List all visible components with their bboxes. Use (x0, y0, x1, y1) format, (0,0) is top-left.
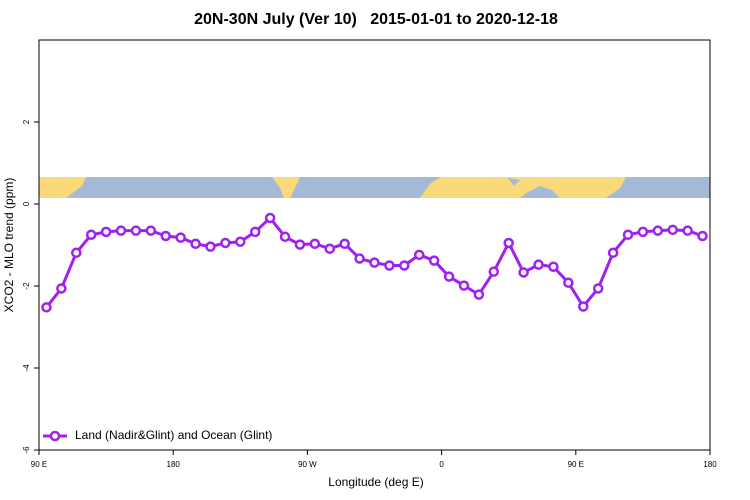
point (488, 266, 500, 277)
point (473, 289, 485, 300)
point (264, 212, 276, 224)
point (249, 226, 261, 238)
point (339, 238, 350, 250)
point (533, 259, 544, 270)
point (205, 241, 216, 252)
plot-frame (38, 39, 711, 451)
y-tick-label: -2 (22, 282, 31, 290)
point (160, 230, 171, 242)
point (354, 253, 365, 264)
point (324, 243, 336, 254)
point (399, 260, 410, 271)
point (85, 229, 97, 240)
y-tick-label: 0 (22, 201, 31, 206)
point (413, 249, 425, 261)
point (145, 225, 157, 236)
y-axis-label: XCO2 - MLO trend (ppm) (2, 178, 16, 313)
legend-label: Land (Nadir&Glint) and Ocean (Glint) (75, 428, 272, 442)
point (41, 302, 52, 313)
y-tick-label: -4 (22, 364, 31, 372)
point (637, 226, 649, 238)
point (384, 260, 395, 271)
point (279, 231, 291, 243)
point (578, 301, 589, 312)
point (294, 239, 306, 250)
point (607, 247, 619, 259)
point (56, 283, 67, 294)
x-tick-label: 90 W (298, 460, 317, 469)
point (130, 225, 142, 236)
point (503, 237, 514, 249)
point (548, 261, 559, 272)
point (100, 226, 112, 238)
point (71, 247, 82, 259)
point (682, 225, 693, 236)
point (309, 238, 321, 250)
point (220, 237, 231, 249)
chart-title: 20N-30N July (Ver 10) 2015-01-01 to 2020… (194, 11, 558, 28)
map-strip (39, 177, 710, 198)
point (592, 283, 604, 294)
x-tick-label: 90 E (568, 460, 584, 469)
x-tick-label: 180 (703, 460, 717, 469)
point (190, 238, 201, 250)
point (458, 280, 470, 291)
y-tick-label: 2 (22, 119, 31, 124)
point (115, 225, 127, 236)
x-tick-label: 90 E (31, 460, 47, 469)
point (563, 277, 574, 288)
point (369, 257, 380, 268)
point (667, 224, 678, 236)
point (518, 267, 529, 278)
point (175, 232, 186, 243)
x-tick-label: 180 (167, 460, 181, 469)
x-tick-label: 0 (439, 460, 444, 469)
y-tick-label: -6 (22, 446, 31, 454)
point (622, 229, 634, 240)
point (235, 236, 246, 247)
point (652, 225, 664, 236)
point (443, 271, 455, 282)
point (428, 255, 440, 266)
legend-marker (49, 430, 61, 442)
x-axis-label: Longitude (deg E) (328, 475, 423, 489)
point (697, 230, 708, 242)
